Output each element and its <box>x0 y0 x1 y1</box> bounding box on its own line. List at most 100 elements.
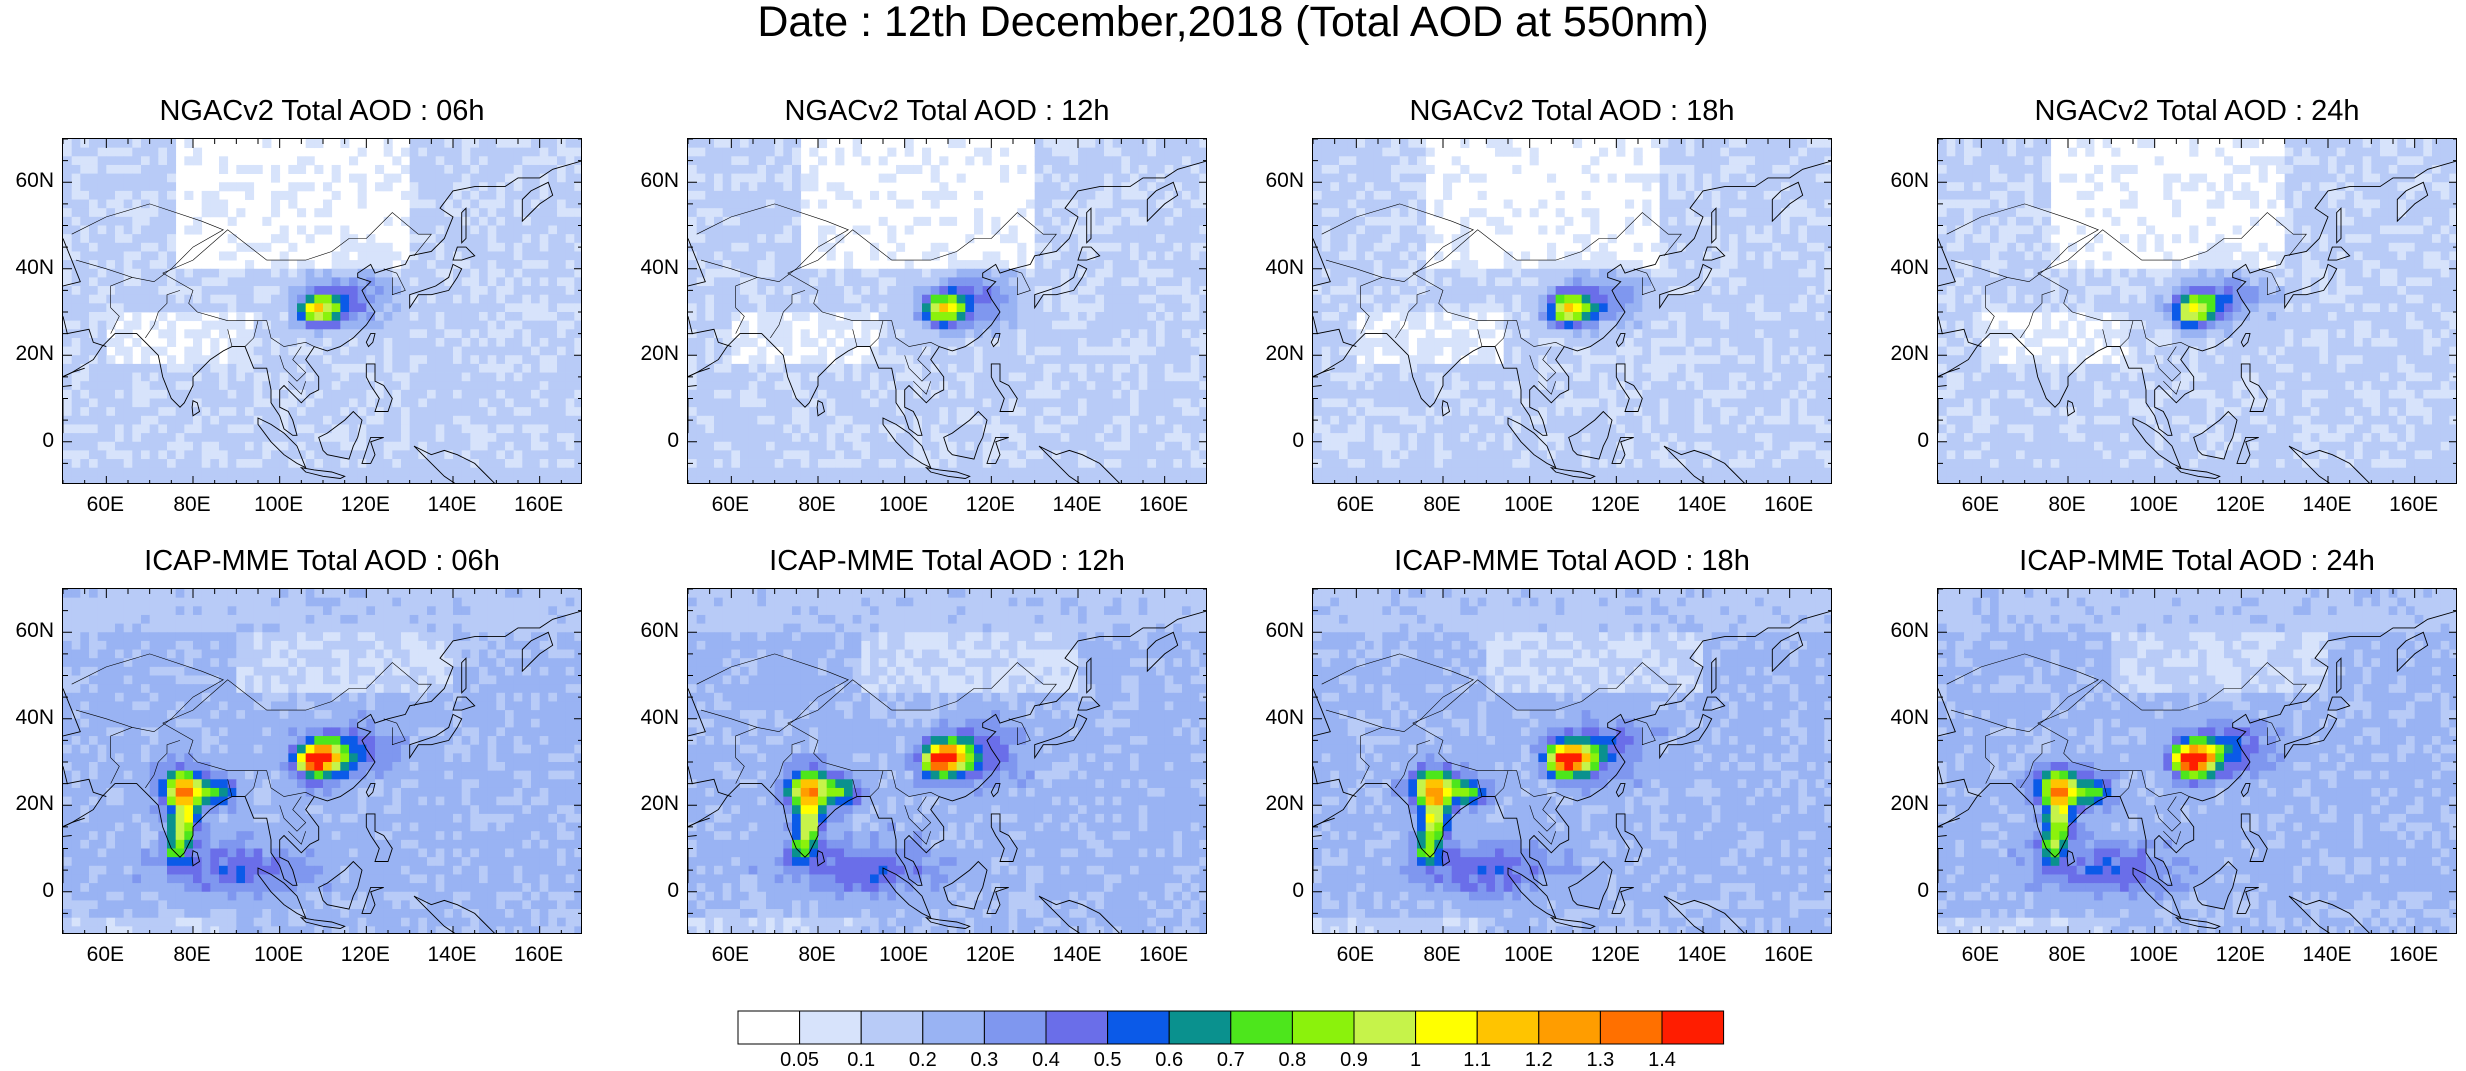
panel-icap-mme-12h-lat-label: 60N <box>640 619 679 643</box>
colorbar-swatch <box>1168 1010 1232 1045</box>
panel-icap-mme-24h-lat-label: 60N <box>1890 619 1929 643</box>
panel-icap-mme-12h-lat-label: 40N <box>640 705 679 729</box>
colorbar-tick-label: 0.8 <box>1278 1049 1307 1071</box>
panel-icap-mme-06h-lon-label: 80E <box>173 943 211 966</box>
panel-icap-mme-18h-lon-label: 140E <box>1677 943 1727 966</box>
colorbar-swatch <box>1045 1010 1109 1045</box>
panel-ngacv2-12h-lon-label: 160E <box>1139 493 1189 516</box>
panel-icap-mme-24h-map <box>1937 588 2457 934</box>
panel-icap-mme-24h-lon-label: 160E <box>2389 943 2439 966</box>
panel-ngacv2-06h-title: NGACv2 Total AOD : 06h <box>159 95 485 127</box>
panel-icap-mme-24h-coastlines <box>1938 610 2456 933</box>
colorbar-swatch <box>1538 1010 1601 1045</box>
panel-icap-mme-06h-lat-label: 40N <box>15 705 54 729</box>
panel-ngacv2-18h-lon-label: 60E <box>1336 493 1375 516</box>
panel-icap-mme-06h-lon-label: 120E <box>340 943 390 966</box>
panel-icap-mme-24h-lon-label: 140E <box>2302 943 2352 966</box>
panel-ngacv2-12h-lon-label: 140E <box>1052 493 1102 516</box>
panel-ngacv2-12h-lat-label: 40N <box>640 255 679 279</box>
panel-ngacv2-24h-lat-label: 60N <box>1890 169 1929 193</box>
panel-ngacv2-06h-lat-label: 0 <box>42 428 54 452</box>
panel-icap-mme-12h-lon-label: 100E <box>879 943 929 966</box>
colorbar-swatch <box>1415 1010 1478 1045</box>
panel-ngacv2-24h-aod-field <box>1938 139 2456 483</box>
panel-icap-mme-24h-aod-field <box>1938 589 2456 933</box>
colorbar-swatch <box>737 1010 801 1045</box>
panel-icap-mme-12h-lon-label: 160E <box>1139 943 1189 966</box>
colorbar-swatch <box>922 1010 985 1045</box>
colorbar-tick-label: 1.3 <box>1586 1049 1615 1071</box>
panel-icap-mme-12h-lat-label: 20N <box>640 792 679 816</box>
colorbar-swatch <box>1476 1010 1540 1045</box>
panel-icap-mme-06h-aod-field <box>63 589 581 933</box>
panel-icap-mme-12h-coastlines <box>688 610 1206 933</box>
panel-icap-mme-06h-lon-label: 60E <box>86 943 125 966</box>
panel-ngacv2-24h-lon-label: 80E <box>2048 493 2086 516</box>
panel-ngacv2-18h-lat-label: 40N <box>1265 255 1304 279</box>
panel-ngacv2-24h-ticks <box>1938 139 2456 483</box>
colorbar-tick-label: 1 <box>1410 1049 1422 1071</box>
panel-ngacv2-06h-coastlines <box>63 160 581 483</box>
panel-icap-mme-18h-lat-label: 60N <box>1265 619 1304 643</box>
colorbar-tick-label: 0.6 <box>1155 1049 1184 1071</box>
panel-icap-mme-24h-lat-label: 40N <box>1890 705 1929 729</box>
figure-title: Date : 12th December,2018 (Total AOD at … <box>757 0 1709 46</box>
panel-ngacv2-06h-lat-label: 40N <box>15 255 54 279</box>
panel-icap-mme-18h-coastlines <box>1313 610 1831 933</box>
panel-ngacv2-24h-lon-label: 100E <box>2129 493 2179 516</box>
colorbar-swatch <box>983 1010 1047 1045</box>
panel-icap-mme-06h-lon-label: 160E <box>514 943 564 966</box>
panel-ngacv2-18h-lat-label: 60N <box>1265 169 1304 193</box>
colorbar-swatch <box>1291 1010 1355 1045</box>
panel-ngacv2-12h-map <box>687 138 1207 484</box>
panel-ngacv2-24h-lat-label: 0 <box>1917 428 1929 452</box>
panel-icap-mme-12h-borders <box>696 653 1057 845</box>
panel-ngacv2-12h-lat-label: 0 <box>667 428 679 452</box>
panel-icap-mme-12h-lon-label: 80E <box>798 943 836 966</box>
panel-ngacv2-12h-lon-label: 120E <box>965 493 1015 516</box>
panel-ngacv2-24h-lon-label: 120E <box>2215 493 2265 516</box>
panel-ngacv2-24h-lat-label: 20N <box>1890 342 1929 366</box>
panel-ngacv2-24h-title: NGACv2 Total AOD : 24h <box>2034 95 2360 127</box>
panel-icap-mme-18h-lat-label: 40N <box>1265 705 1304 729</box>
panel-ngacv2-12h-lon-label: 100E <box>879 493 929 516</box>
panel-ngacv2-06h-map <box>62 138 582 484</box>
panel-icap-mme-24h-borders <box>1946 653 2307 845</box>
panel-ngacv2-24h-lon-label: 140E <box>2302 493 2352 516</box>
panel-icap-mme-24h-lon-label: 100E <box>2129 943 2179 966</box>
panel-ngacv2-24h-lon-label: 160E <box>2389 493 2439 516</box>
panel-icap-mme-12h-aod-field <box>688 589 1206 933</box>
colorbar-tick-label: 0.05 <box>780 1049 820 1071</box>
panel-ngacv2-12h-borders <box>696 203 1057 395</box>
panel-ngacv2-06h-lon-label: 60E <box>86 493 125 516</box>
panel-ngacv2-24h-lon-label: 60E <box>1961 493 2000 516</box>
panel-icap-mme-24h-lat-label: 20N <box>1890 792 1929 816</box>
colorbar-tick-label: 1.4 <box>1648 1049 1676 1071</box>
panel-icap-mme-06h-lon-label: 140E <box>427 943 477 966</box>
panel-ngacv2-18h-lon-label: 80E <box>1423 493 1461 516</box>
panel-icap-mme-18h-lon-label: 160E <box>1764 943 1814 966</box>
panel-icap-mme-24h-title: ICAP-MME Total AOD : 24h <box>2019 545 2375 577</box>
panel-icap-mme-18h-lon-label: 120E <box>1590 943 1640 966</box>
colorbar-swatch <box>1107 1010 1170 1045</box>
panel-icap-mme-06h-ticks <box>63 589 581 933</box>
panel-ngacv2-18h-ticks <box>1313 139 1831 483</box>
panel-icap-mme-06h-lat-label: 60N <box>15 619 54 643</box>
panel-icap-mme-06h-coastlines <box>63 610 581 933</box>
panel-icap-mme-18h-ticks <box>1313 589 1831 933</box>
panel-ngacv2-18h-lat-label: 0 <box>1292 428 1304 452</box>
panel-ngacv2-12h-title: NGACv2 Total AOD : 12h <box>784 95 1110 127</box>
panel-ngacv2-06h-lat-label: 20N <box>15 342 54 366</box>
panel-ngacv2-06h-lon-label: 160E <box>514 493 564 516</box>
panel-icap-mme-18h-map <box>1312 588 1832 934</box>
panel-icap-mme-06h-lon-label: 100E <box>254 943 304 966</box>
panel-ngacv2-18h-coastlines <box>1313 160 1831 483</box>
panel-ngacv2-24h-borders <box>1946 203 2307 395</box>
panel-icap-mme-18h-borders <box>1321 653 1682 845</box>
panel-ngacv2-18h-title: NGACv2 Total AOD : 18h <box>1409 95 1735 127</box>
panel-icap-mme-24h-lon-label: 80E <box>2048 943 2086 966</box>
colorbar-tick-label: 0.5 <box>1093 1049 1122 1071</box>
panel-icap-mme-24h-lon-label: 60E <box>1961 943 2000 966</box>
panel-icap-mme-12h-title: ICAP-MME Total AOD : 12h <box>769 545 1125 577</box>
